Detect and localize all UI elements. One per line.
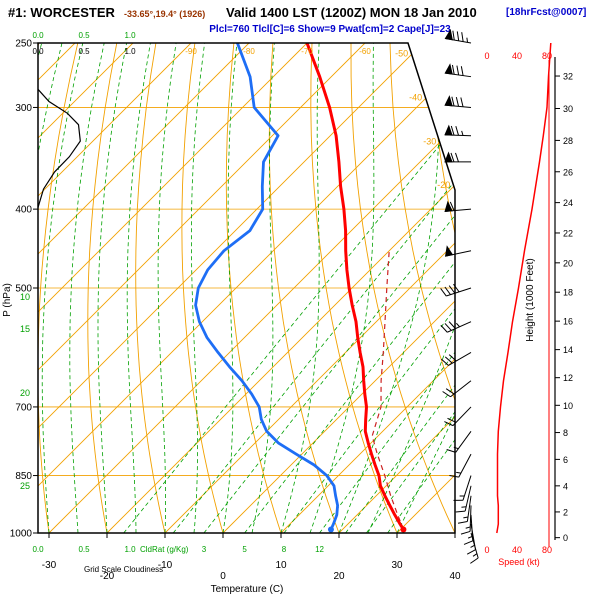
- skewt-background-grid: [38, 43, 455, 533]
- wind-barbs: [440, 28, 479, 564]
- svg-text:-90: -90: [185, 47, 197, 56]
- svg-text:0: 0: [220, 571, 226, 582]
- svg-text:400: 400: [15, 205, 32, 216]
- parcel-curve: [371, 250, 405, 530]
- svg-text:10: 10: [563, 401, 573, 411]
- speed-axis-title: Speed (kt): [498, 557, 540, 567]
- temperature-axis-labels: -30 -20 -10 0 10 20 30 40: [42, 533, 461, 582]
- svg-text:1.0: 1.0: [124, 31, 136, 40]
- temperature-axis-title: Temperature (C): [211, 584, 284, 595]
- svg-text:22: 22: [563, 228, 573, 238]
- svg-text:700: 700: [15, 402, 32, 413]
- svg-text:0: 0: [563, 533, 568, 543]
- svg-text:30: 30: [563, 104, 573, 114]
- svg-text:10: 10: [20, 292, 30, 302]
- isotherm-edge-labels: -50 -40 -30 -20 -60 -70 -80 -90: [185, 47, 450, 190]
- svg-text:250: 250: [15, 39, 32, 50]
- svg-text:-30: -30: [423, 136, 436, 146]
- svg-text:-50: -50: [395, 48, 408, 58]
- svg-text:20: 20: [563, 258, 573, 268]
- svg-text:26: 26: [563, 167, 573, 177]
- pressure-axis-labels: 250 300 400 500 700 850 1000: [10, 39, 38, 540]
- svg-text:0.0: 0.0: [32, 31, 44, 40]
- svg-text:10: 10: [275, 560, 287, 571]
- svg-text:4: 4: [563, 481, 568, 491]
- svg-text:-40: -40: [409, 92, 422, 102]
- svg-text:-10: -10: [158, 560, 173, 571]
- sounding-indices: Plcl=760 Tlcl[C]=6 Show=9 Pwat[cm]=2 Cap…: [209, 24, 451, 35]
- svg-text:16: 16: [563, 317, 573, 327]
- svg-text:28: 28: [563, 136, 573, 146]
- surface-dewpoint-dot: [327, 526, 334, 533]
- svg-text:-70: -70: [301, 47, 313, 56]
- temperature-curve: [305, 43, 405, 531]
- svg-text:3: 3: [202, 545, 207, 554]
- dewpoint-curve: [194, 43, 339, 530]
- svg-text:12: 12: [315, 545, 324, 554]
- svg-text:-20: -20: [100, 571, 115, 582]
- cloudiness-label: Grid Scale Cloudiness: [84, 565, 163, 574]
- svg-text:40: 40: [512, 51, 522, 61]
- svg-text:40: 40: [512, 545, 522, 555]
- svg-text:0.5: 0.5: [78, 545, 90, 554]
- cldrat-label: CldRat (g/Kg): [140, 545, 189, 554]
- dry-adiabats: [38, 43, 455, 533]
- svg-text:80: 80: [542, 51, 552, 61]
- svg-text:850: 850: [15, 471, 32, 482]
- svg-text:-60: -60: [359, 47, 371, 56]
- svg-text:14: 14: [563, 345, 573, 355]
- svg-text:30: 30: [391, 560, 403, 571]
- svg-text:-20: -20: [437, 180, 450, 190]
- height-axis-title: Height (1000 Feet): [525, 258, 536, 341]
- surface-temp-dot: [400, 526, 407, 533]
- svg-text:1.0: 1.0: [124, 545, 136, 554]
- svg-text:40: 40: [449, 571, 461, 582]
- moist-adiabat-left-labels: 10 15 20 25: [20, 292, 30, 491]
- svg-text:1.0: 1.0: [124, 47, 136, 56]
- svg-text:0.5: 0.5: [78, 47, 90, 56]
- svg-text:0.0: 0.0: [32, 47, 44, 56]
- sounding-profiles: [194, 43, 405, 531]
- valid-time: Valid 1400 LST (1200Z) MON 18 Jan 2010: [226, 5, 477, 20]
- svg-text:32: 32: [563, 72, 573, 82]
- forecast-tag: [18hrFcst@0007]: [506, 7, 587, 18]
- svg-text:500: 500: [15, 284, 32, 295]
- cloud-scale-labels: 0.0 0.0 0.0 0.5 0.5 0.5 1.0 1.0 1.0 CldRat (g/Kg)…: [32, 31, 188, 574]
- svg-text:8: 8: [563, 428, 568, 438]
- moist-adiabats: [38, 43, 455, 533]
- svg-text:0: 0: [484, 51, 489, 61]
- svg-text:0.5: 0.5: [78, 31, 90, 40]
- svg-text:12: 12: [563, 373, 573, 383]
- cloud-fraction-curve: [37, 88, 81, 208]
- station-title: #1: WORCESTER: [8, 5, 115, 20]
- svg-text:80: 80: [542, 545, 552, 555]
- svg-text:25: 25: [20, 481, 30, 491]
- svg-text:0: 0: [484, 545, 489, 555]
- svg-text:6: 6: [563, 455, 568, 465]
- svg-text:8: 8: [282, 545, 287, 554]
- svg-text:2: 2: [563, 507, 568, 517]
- svg-text:20: 20: [333, 571, 345, 582]
- svg-text:18: 18: [563, 288, 573, 298]
- svg-text:5: 5: [242, 545, 247, 554]
- svg-text:300: 300: [15, 103, 32, 114]
- svg-text:0.0: 0.0: [32, 545, 44, 554]
- svg-text:1000: 1000: [10, 529, 33, 540]
- svg-text:-80: -80: [243, 47, 255, 56]
- station-coords: -33.65°,19.4° (1926): [124, 9, 206, 19]
- svg-text:-30: -30: [42, 560, 57, 571]
- mixing-ratio-bottom-labels: 3 5 8 12: [202, 545, 325, 554]
- svg-text:20: 20: [20, 388, 30, 398]
- wind-speed-curve: [496, 42, 552, 534]
- svg-text:15: 15: [20, 324, 30, 334]
- svg-text:24: 24: [563, 198, 573, 208]
- pressure-axis-title: P (hPa): [2, 283, 13, 317]
